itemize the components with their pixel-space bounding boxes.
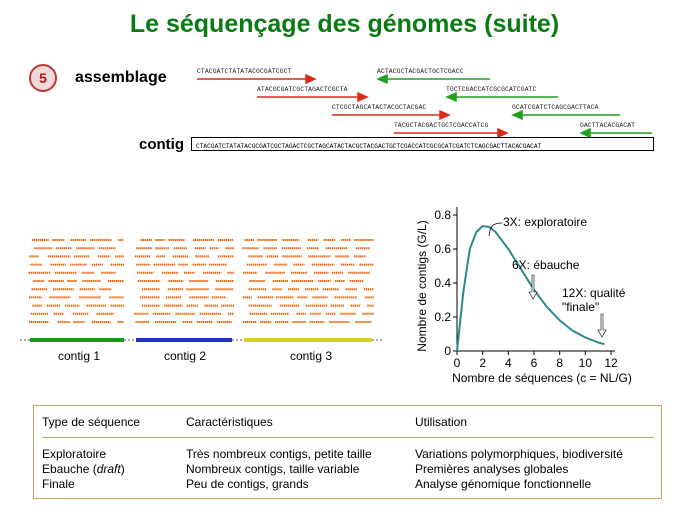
table-header-type: Type de séquence <box>42 415 141 429</box>
table-divider <box>42 437 654 438</box>
table-cell: Ebauche (draft) <box>42 462 125 476</box>
y-tick-label: 0.8 <box>434 208 451 222</box>
annotation-3x: 3X: exploratoire <box>503 215 587 229</box>
x-tick-label: 10 <box>579 356 593 370</box>
table-cell: Exploratoire <box>42 447 107 461</box>
annotation-12x: 12X: qualité <box>562 286 626 300</box>
y-axis-label: Nombre de contigs (G/L) <box>415 220 429 351</box>
table-cell: Finale <box>42 477 75 491</box>
slide-title: Le séquençage des génomes (suite) <box>129 10 560 38</box>
read-fragments <box>28 239 374 323</box>
arrow-head-icon <box>305 73 317 85</box>
arrow-head-icon <box>357 91 369 103</box>
row-label-italic: draft <box>96 462 121 476</box>
contig-sequence: CTACGATCTATATACGCGATCGCTAGACTCGCTAGCATAC… <box>196 143 542 150</box>
contig-label: contig <box>139 136 184 153</box>
down-arrow-icon <box>597 313 607 338</box>
y-tick-label: 0 <box>444 344 451 358</box>
x-tick-label: 6 <box>531 356 538 370</box>
y-tick-label: 0.2 <box>434 310 451 324</box>
row-label: Ebauche ( <box>42 462 97 476</box>
read-sequence: CTACGATCTATATACGCGATCGCT <box>197 68 292 75</box>
y-tick-label: 0.4 <box>434 276 451 290</box>
contig-1-label: contig 1 <box>58 349 101 363</box>
contig-sequence-box: CTACGATCTATATACGCGATCGCTAGACTCGCTAGCATAC… <box>191 137 654 151</box>
table-cell: Analyse génomique fonctionnelle <box>415 477 592 491</box>
down-arrow-icon <box>528 274 538 300</box>
table-cell: Variations polymorphiques, biodiversité <box>415 447 623 461</box>
row-label-close: ) <box>120 462 125 476</box>
x-tick-label: 12 <box>604 356 618 370</box>
step-number-badge: 5 <box>29 64 57 92</box>
table-cell: Très nombreux contigs, petite taille <box>186 447 372 461</box>
arrow-head-icon <box>579 127 591 139</box>
table-cell: Premières analyses globales <box>415 462 569 476</box>
table-cell: Nombreux contigs, taille variable <box>186 462 360 476</box>
arrow-head-icon <box>376 73 388 85</box>
annotation-6x: 6X: ébauche <box>512 258 580 272</box>
table-cell: Peu de contigs, grands <box>186 477 309 491</box>
read-arrows <box>197 73 652 139</box>
read-sequence: GCATCGATCTCAGCGACTTACA <box>512 104 599 111</box>
assemblage-label: assemblage <box>75 69 167 86</box>
x-tick-label: 0 <box>454 356 461 370</box>
y-tick-label: 0.6 <box>434 242 451 256</box>
sequence-types-table: Type de séquence Caractéristiques Utilis… <box>33 405 662 499</box>
contig-3-label: contig 3 <box>290 349 333 363</box>
coverage-curve <box>456 225 605 352</box>
arrow-head-icon <box>445 91 457 103</box>
read-sequence: GACTTACACGACAT <box>580 122 636 129</box>
x-tick-label: 8 <box>556 356 563 370</box>
contig-2-label: contig 2 <box>164 349 207 363</box>
table-header-characteristics: Caractéristiques <box>186 415 273 429</box>
read-sequence: TGCTCGACCATCGCGCATCGATC <box>446 86 537 93</box>
read-sequence: ACTACGCTACGACTGCTCGACC <box>377 68 464 75</box>
table-header-usage: Utilisation <box>415 415 468 429</box>
annotation-pointer <box>488 222 503 237</box>
x-axis-label: Nombre de séquences (c = NL/G) <box>452 371 632 385</box>
read-sequence: ATACGCGATCGCTAGACTCGCTA <box>257 86 348 93</box>
arrow-head-icon <box>497 127 509 139</box>
arrow-head-icon <box>439 109 451 121</box>
read-sequence: TACGCTACGACTGCTCGACCATCG <box>394 122 489 129</box>
contig-fragments <box>20 239 384 342</box>
arrow-head-icon <box>511 109 523 121</box>
coverage-chart: 0 2 4 6 8 10 12 0 0.2 0.4 0.6 0.8 Nombre de séquence… <box>415 207 632 385</box>
x-tick-label: 2 <box>479 356 486 370</box>
x-tick-label: 4 <box>505 356 512 370</box>
read-sequence: CTCGCTAGCATACTACGCTACGAC <box>332 104 427 111</box>
annotation-finale: "finale" <box>562 300 599 314</box>
